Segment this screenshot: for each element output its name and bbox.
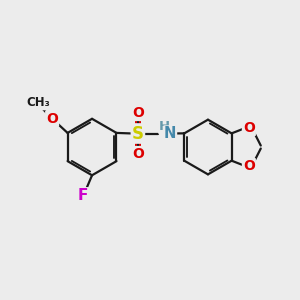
Text: O: O	[243, 159, 255, 173]
Text: S: S	[132, 124, 144, 142]
Text: CH₃: CH₃	[26, 96, 50, 110]
Text: O: O	[243, 121, 255, 135]
Text: O: O	[132, 147, 144, 161]
Text: H: H	[159, 121, 170, 134]
Text: F: F	[77, 188, 88, 203]
Text: O: O	[46, 112, 58, 126]
Text: N: N	[164, 126, 176, 141]
Text: O: O	[132, 106, 144, 120]
